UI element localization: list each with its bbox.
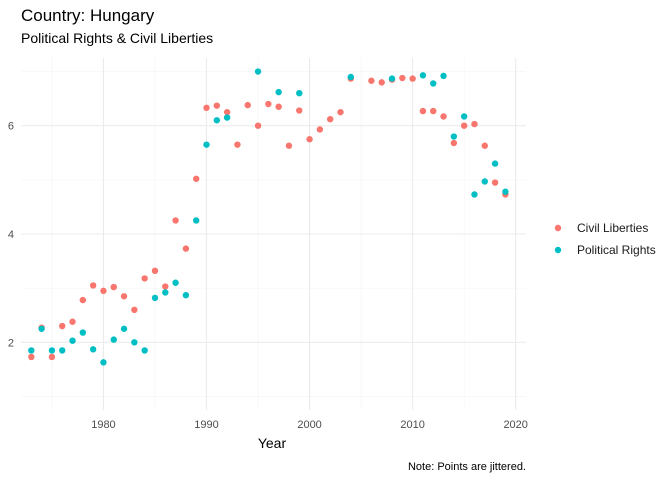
grid [21, 58, 526, 410]
data-point [213, 117, 221, 124]
data-point [440, 113, 447, 120]
data-point [306, 136, 313, 143]
x-tick-label: 2020 [503, 419, 527, 431]
data-point [481, 142, 488, 149]
data-point [59, 322, 66, 330]
data-point [244, 101, 251, 109]
data-point [419, 72, 427, 79]
data-point [234, 141, 241, 148]
data-point [151, 267, 159, 275]
data-point [296, 90, 303, 97]
data-point [110, 336, 117, 343]
data-point [48, 353, 56, 361]
data-point [378, 79, 385, 86]
x-axis-title: Year [258, 435, 287, 451]
data-point [450, 139, 458, 147]
data-point [120, 325, 128, 332]
data-point [491, 160, 499, 167]
data-point [223, 114, 231, 121]
data-point [79, 329, 87, 336]
data-point [275, 103, 282, 110]
data-point [440, 72, 447, 80]
data-point [69, 337, 76, 344]
data-point [182, 245, 190, 252]
chart-title: Country: Hungary [21, 6, 155, 25]
data-point [28, 353, 35, 361]
data-point [131, 306, 138, 314]
x-tick-label: 2010 [400, 419, 424, 431]
data-point [368, 77, 375, 84]
data-point [151, 294, 159, 302]
data-point [296, 107, 303, 114]
data-point [172, 279, 179, 286]
x-tick-label: 2000 [297, 419, 321, 431]
data-point [172, 217, 179, 224]
data-point [182, 291, 190, 299]
data-point [399, 74, 406, 82]
data-point [337, 108, 344, 116]
data-point [471, 120, 478, 128]
data-point [316, 126, 324, 133]
data-point [38, 325, 45, 332]
data-point [285, 142, 293, 149]
data-point [141, 275, 148, 282]
data-point [69, 318, 76, 325]
data-point [450, 133, 458, 140]
data-point [193, 175, 200, 182]
data-point [430, 107, 437, 115]
legend-label: Political Rights [577, 243, 656, 257]
data-point [120, 293, 128, 300]
data-point [203, 104, 210, 112]
data-point [100, 359, 107, 366]
data-point [388, 75, 396, 82]
data-point [162, 289, 169, 296]
data-point [59, 347, 66, 354]
data-point [491, 179, 499, 186]
data-point [254, 68, 262, 75]
data-point [193, 217, 200, 224]
data-point [89, 346, 97, 353]
data-point [223, 108, 231, 116]
data-point [265, 100, 272, 108]
data-points [28, 68, 509, 366]
legend-key [554, 224, 562, 232]
data-point [326, 115, 334, 123]
data-point [275, 88, 282, 96]
chart-subtitle: Political Rights & Civil Liberties [21, 30, 213, 46]
data-point [409, 75, 416, 82]
data-point [141, 347, 148, 354]
y-tick-label: 6 [8, 121, 14, 133]
data-point [89, 282, 97, 289]
data-point [460, 122, 468, 129]
data-point [213, 102, 221, 109]
data-point [502, 188, 509, 195]
data-point [347, 73, 354, 81]
data-point [430, 80, 437, 87]
data-point [100, 287, 107, 295]
data-point [203, 141, 210, 148]
x-tick-label: 1990 [194, 419, 218, 431]
data-point [110, 283, 117, 291]
y-tick-label: 4 [8, 229, 14, 241]
chart-caption: Note: Points are jittered. [408, 461, 526, 473]
data-point [460, 113, 468, 120]
data-point [254, 122, 262, 129]
data-point [131, 339, 138, 346]
legend-label: Civil Liberties [577, 221, 648, 235]
data-point [162, 283, 169, 290]
data-point [481, 178, 488, 185]
y-tick-label: 2 [8, 337, 14, 349]
data-point [419, 107, 427, 115]
legend-key [554, 246, 562, 254]
legend: Civil Liberties Political Rights [554, 221, 656, 257]
data-point [79, 296, 87, 304]
data-point [28, 347, 35, 354]
data-point [471, 191, 478, 198]
x-tick-label: 1980 [91, 419, 115, 431]
tick-labels: 1980 1990 2000 2010 2020 2 4 6 [8, 121, 528, 431]
data-point [48, 347, 56, 354]
